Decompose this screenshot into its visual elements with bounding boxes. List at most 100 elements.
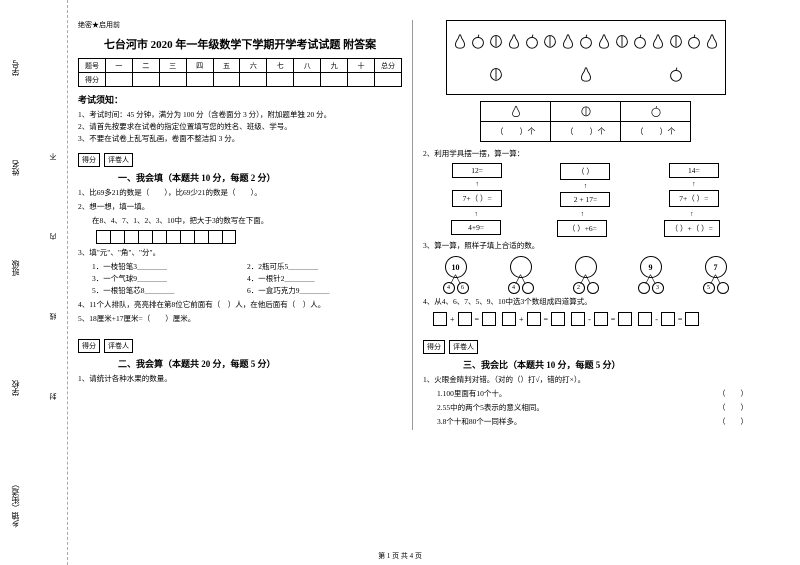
q3-i1: 1.100里面有10个十。 — [437, 388, 506, 400]
calc-row-1: 12=↑7+（ ）= （ ）↑2 + 17= 14=↑7+（ ）= — [423, 163, 748, 207]
q1-3-items: 1．一枝铅笔3＿＿＿＿ 2．2瓶可乐5＿＿＿＿ 3．一个气球9＿＿＿＿ 4．一根… — [92, 261, 402, 297]
score-h2: 二 — [132, 59, 159, 73]
binding-text-4: 不 — [48, 150, 58, 160]
q1-4: 4、11个人排队，亮亮排在第8位它前面有（ ）人，在他后面有（ ）人。 — [78, 299, 402, 311]
pear-icon — [703, 32, 721, 50]
score-row-label: 得分 — [79, 73, 106, 87]
grade-score-2: 得分 — [78, 339, 100, 353]
score-h9: 九 — [321, 59, 348, 73]
score-h11: 总分 — [374, 59, 401, 73]
calc-t1: 12= — [452, 163, 502, 178]
notice-2: 2、请首先按要求在试卷的指定位置填写您的姓名、班级、学号。 — [78, 121, 402, 133]
score-h1: 一 — [105, 59, 132, 73]
peach-icon — [541, 32, 559, 50]
apple-icon — [667, 65, 685, 83]
q1-3-1: 1．一枝铅笔3＿＿＿＿ — [92, 261, 247, 273]
count-3: （ ）个 — [621, 122, 691, 142]
binding-township: 乡镇（街道） — [10, 480, 21, 528]
q2-2: 2、利用学具摆一摆，算一算： — [423, 148, 748, 160]
calc-t2: （ ） — [560, 163, 610, 180]
binding-text-2: 线 — [48, 310, 58, 320]
count-table: （ ）个 （ ）个 （ ）个 — [480, 101, 691, 142]
q2-3: 3、算一算，照样子填上合适的数。 — [423, 240, 748, 252]
apple-icon — [631, 32, 649, 50]
equation-row: += += -= -= — [433, 312, 748, 326]
score-h0: 题号 — [79, 59, 106, 73]
calc-b2: （ ）+6= — [557, 220, 607, 237]
secret-label: 绝密★启用前 — [78, 20, 402, 30]
q1-1: 1、比69多21的数是（ ），比69少21的数是（ ）。 — [78, 187, 402, 199]
pear-icon — [559, 32, 577, 50]
q2-4: 4、从4、6、7、5、9、10中选3个数组成四道算式。 — [423, 296, 748, 308]
q1-3-3: 3．一个气球9＿＿＿＿ — [92, 273, 247, 285]
grade-marker-2: 评卷人 — [104, 339, 133, 353]
calc-m2: 2 + 17= — [560, 192, 610, 207]
score-h7: 七 — [267, 59, 294, 73]
score-h10: 十 — [348, 59, 375, 73]
q2-1: 1、请统计各种水果的数量。 — [78, 373, 402, 385]
notice-list: 1、考试时间：45 分钟，满分为 100 分（含卷面分 3 分），附加题单独 2… — [78, 109, 402, 145]
right-column: （ ）个 （ ）个 （ ）个 2、利用学具摆一摆，算一算： 12=↑7+（ ）=… — [413, 20, 758, 430]
binding-id: 学号 — [10, 60, 21, 76]
left-column: 绝密★启用前 七台河市 2020 年一年级数学下学期开学考试试题 附答案 题号 … — [68, 20, 413, 430]
section-3-title: 三、我会比（本题共 10 分，每题 5 分） — [463, 358, 748, 371]
peach-icon — [487, 32, 505, 50]
q1-3-6: 6．一盒巧克力9＿＿＿＿ — [247, 285, 402, 297]
score-h6: 六 — [240, 59, 267, 73]
apple-icon — [577, 32, 595, 50]
exam-title: 七台河市 2020 年一年级数学下学期开学考试试题 附答案 — [78, 36, 402, 52]
calc-t3: 14= — [669, 163, 719, 178]
calc-m3: 7+（ ）= — [669, 190, 719, 207]
apple-icon — [523, 32, 541, 50]
q1-2b: 在8、4、7、1、2、3、10中，把大于3的数写在下面。 — [92, 215, 402, 227]
peach-icon — [613, 32, 631, 50]
score-h5: 五 — [213, 59, 240, 73]
score-h8: 八 — [294, 59, 321, 73]
score-h4: 四 — [186, 59, 213, 73]
q1-3-2: 2．2瓶可乐5＿＿＿＿ — [247, 261, 402, 273]
grade-score-3: 得分 — [423, 340, 445, 354]
notice-1: 1、考试时间：45 分钟，满分为 100 分（含卷面分 3 分），附加题单独 2… — [78, 109, 402, 121]
q1-3-4: 4．一根针2＿＿＿＿ — [247, 273, 402, 285]
pear-icon — [509, 104, 523, 118]
pear-icon — [505, 32, 523, 50]
score-h3: 三 — [159, 59, 186, 73]
grade-marker: 评卷人 — [104, 153, 133, 167]
binding-class: 班级 — [10, 260, 21, 276]
q1-2: 2、想一想，填一填。 — [78, 201, 402, 213]
calc-b1: 4+9= — [451, 220, 501, 235]
notice-3: 3、不要在试卷上乱写乱画，卷面不整洁扣 3 分。 — [78, 133, 402, 145]
q1-5: 5、18厘米+17厘米=（ ）厘米。 — [78, 313, 402, 325]
binding-school: 学校 — [10, 380, 21, 396]
q1-3-5: 5．一根铅笔芯8＿＿＿＿ — [92, 285, 247, 297]
pear-icon — [649, 32, 667, 50]
apple-icon — [469, 32, 487, 50]
notice-title: 考试须知： — [78, 93, 402, 106]
binding-text-1: 封 — [48, 390, 58, 400]
fruit-box — [446, 20, 726, 95]
section-1-title: 一、我会填（本题共 10 分，每题 2 分） — [118, 171, 402, 184]
q3-i2: 2.55中的两个5表示的意义相同。 — [437, 402, 544, 414]
calc-b3: （ ）+（ ）= — [664, 220, 720, 237]
binding-name: 姓名 — [10, 160, 21, 176]
peach-icon — [579, 104, 593, 118]
peach-icon — [667, 32, 685, 50]
apple-icon — [649, 104, 663, 118]
grade-marker-3: 评卷人 — [449, 340, 478, 354]
q1-3: 3、填"元"、"角"、"分"。 — [78, 247, 402, 259]
apple-icon — [685, 32, 703, 50]
answer-boxes — [96, 230, 402, 244]
binding-column: 乡镇（街道） 学校 班级 姓名 学号 封 线 内 不 — [0, 0, 68, 565]
section-2-title: 二、我会算（本题共 20 分，每题 5 分） — [118, 357, 402, 370]
calc-m1: 7+（ ）= — [452, 190, 502, 207]
calc-row-2: ↑4+9= ↑（ ）+6= ↑（ ）+（ ）= — [423, 210, 748, 237]
q3-i3: 3.8个十和80个一同样多。 — [437, 416, 521, 428]
peach-icon — [487, 65, 505, 83]
q3-1: 1、火眼金睛判对错。（对的（）打√，错的打×）。 — [423, 374, 748, 386]
pear-icon — [451, 32, 469, 50]
score-table: 题号 一 二 三 四 五 六 七 八 九 十 总分 得分 — [78, 58, 402, 87]
count-2: （ ）个 — [551, 122, 621, 142]
pear-icon — [577, 65, 595, 83]
count-1: （ ）个 — [481, 122, 551, 142]
circles-row: 10╱╲46 ╱╲4 ╱╲2 9╱╲3 7╱╲5 — [423, 256, 748, 294]
